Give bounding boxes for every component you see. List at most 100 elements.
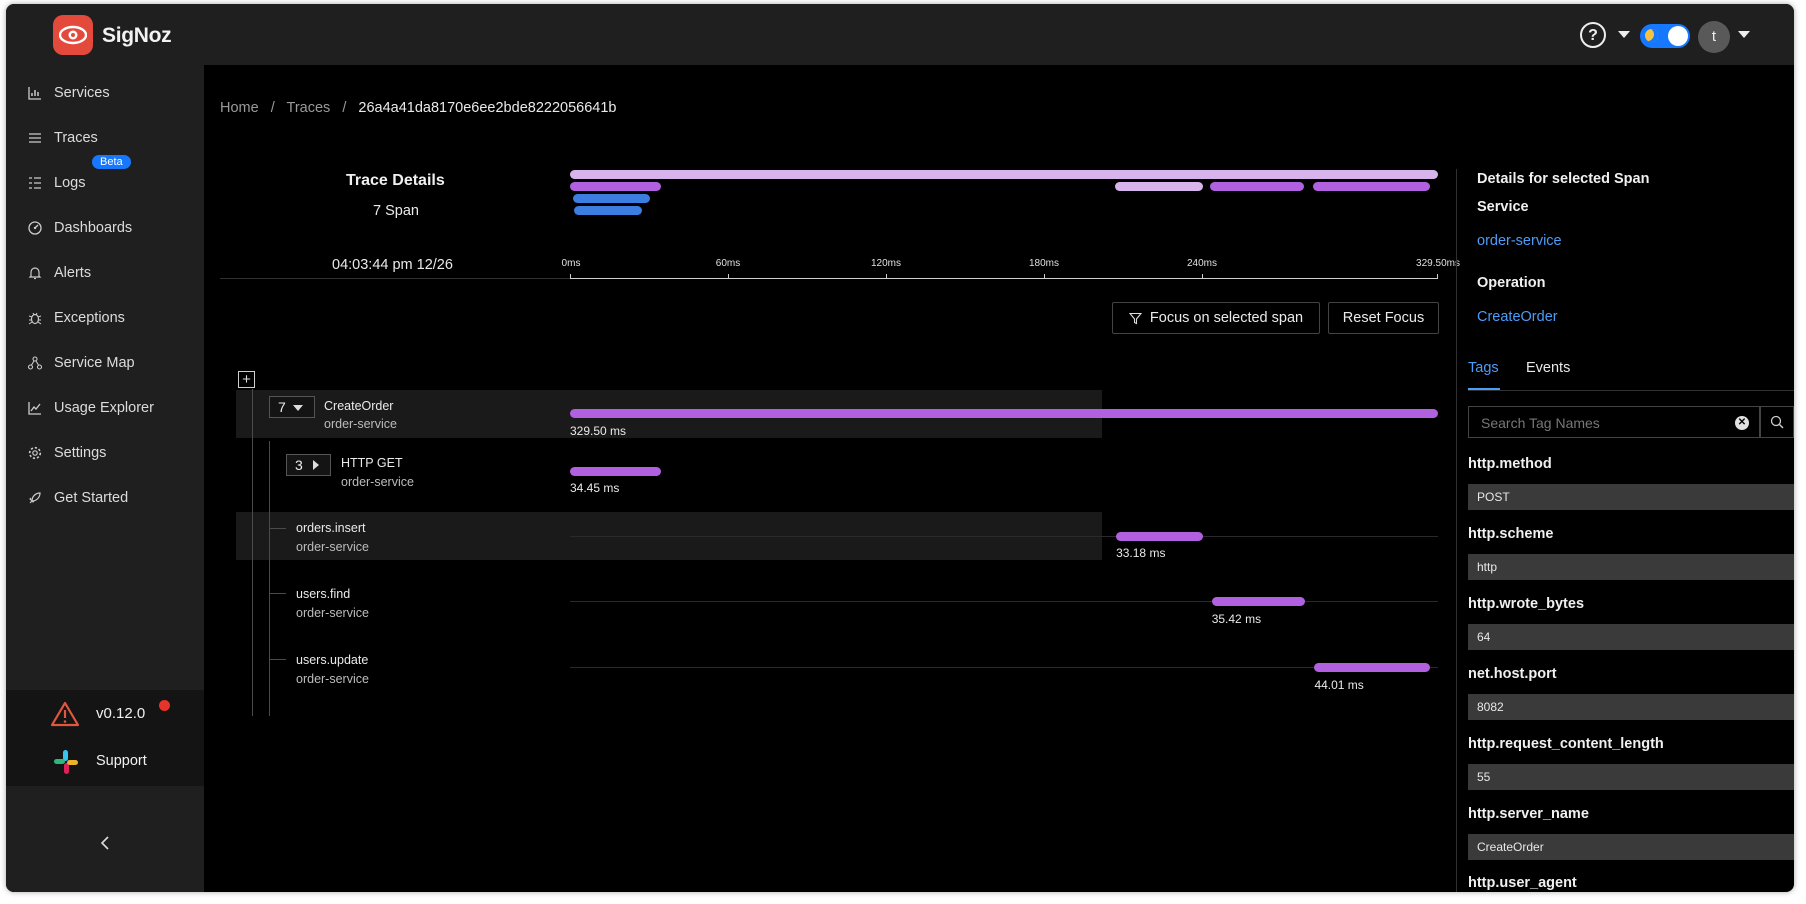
tabs-divider xyxy=(1468,390,1794,391)
help-icon[interactable]: ? xyxy=(1580,22,1606,48)
span-bar[interactable] xyxy=(570,467,661,476)
expand-all-plus-icon[interactable]: + xyxy=(238,371,255,388)
help-dropdown-caret-icon[interactable] xyxy=(1618,31,1630,38)
sidebar-item-label: Usage Explorer xyxy=(54,400,154,416)
sidebar-item-dashboards[interactable]: Dashboards xyxy=(6,210,204,246)
version-label: v0.12.0 xyxy=(96,705,146,722)
sidebar-item-traces[interactable]: Traces xyxy=(6,120,204,156)
beta-badge: Beta xyxy=(92,155,131,169)
mini-span-bar[interactable] xyxy=(1313,182,1430,191)
span-name[interactable]: HTTP GET xyxy=(341,456,403,470)
tag-value: CreateOrder xyxy=(1468,834,1794,860)
menu-icon xyxy=(29,133,41,143)
span-bar[interactable] xyxy=(1314,663,1431,672)
breadcrumb-home[interactable]: Home xyxy=(220,100,259,116)
span-children-toggle[interactable]: 3 xyxy=(286,454,331,476)
span-name[interactable]: CreateOrder xyxy=(324,399,394,413)
sidebar-item-label: Exceptions xyxy=(54,310,125,326)
collapse-chevron-left-icon[interactable] xyxy=(100,836,110,850)
tag-value: 64 xyxy=(1468,624,1794,650)
sidebar-item-label: Traces xyxy=(54,130,98,146)
sidebar-item-alerts[interactable]: Alerts xyxy=(6,255,204,291)
toggle-knob xyxy=(1668,26,1688,46)
tick-mark xyxy=(886,274,887,279)
rocket-icon xyxy=(29,492,41,504)
tab-events[interactable]: Events xyxy=(1526,360,1571,376)
divider xyxy=(220,278,578,279)
reset-button-label: Reset Focus xyxy=(1342,310,1425,326)
tick-mark xyxy=(1044,274,1045,279)
sidebar-item-label: Settings xyxy=(54,445,107,461)
sidebar: Services Traces Logs Beta Dashboards Ale… xyxy=(6,65,204,892)
line-chart-icon xyxy=(28,402,41,415)
tree-branch xyxy=(270,659,286,660)
bar-chart-icon xyxy=(28,87,41,100)
support-row[interactable]: Support xyxy=(6,738,204,786)
span-service: order-service xyxy=(296,606,369,620)
user-dropdown-caret-icon[interactable] xyxy=(1738,31,1750,38)
span-bar[interactable] xyxy=(1211,597,1305,606)
span-bar[interactable] xyxy=(570,409,1438,418)
signoz-logo-icon[interactable] xyxy=(53,15,93,55)
span-children-toggle[interactable]: 7 xyxy=(269,396,315,418)
trace-details-title: Trace Details xyxy=(346,172,445,189)
span-name[interactable]: users.find xyxy=(296,587,351,601)
sidebar-footer xyxy=(6,786,204,892)
sidebar-item-label: Logs xyxy=(54,175,86,191)
sidebar-item-label: Service Map xyxy=(54,355,135,371)
sidebar-item-get-started[interactable]: Get Started xyxy=(6,480,204,516)
tab-tags[interactable]: Tags xyxy=(1468,360,1499,376)
span-bar[interactable] xyxy=(1116,532,1204,541)
span-name[interactable]: orders.insert xyxy=(296,521,366,535)
span-duration: 44.01 ms xyxy=(1314,678,1364,692)
tick-label: 240ms xyxy=(1186,258,1218,269)
top-bar: SigNoz ? t xyxy=(6,4,1794,65)
avatar[interactable]: t xyxy=(1698,21,1730,53)
sidebar-item-logs[interactable]: Logs Beta xyxy=(6,155,204,201)
span-duration: 33.18 ms xyxy=(1116,546,1166,560)
search-button[interactable] xyxy=(1760,406,1794,438)
theme-toggle[interactable] xyxy=(1640,24,1690,48)
span-duration: 329.50 ms xyxy=(570,424,627,438)
child-count: 7 xyxy=(278,399,286,415)
tag-key: http.server_name xyxy=(1468,806,1589,822)
version-row[interactable]: v0.12.0 xyxy=(6,690,204,738)
tick-label: 0ms xyxy=(561,258,581,269)
search-icon xyxy=(1770,415,1784,429)
mini-span-bar[interactable] xyxy=(570,170,1438,179)
mini-span-bar[interactable] xyxy=(573,194,650,203)
child-count: 3 xyxy=(295,457,303,473)
operation-value-link[interactable]: CreateOrder xyxy=(1477,309,1558,325)
span-track xyxy=(570,536,1438,537)
tick-mark xyxy=(570,274,571,279)
brand-name[interactable]: SigNoz xyxy=(102,24,172,47)
active-tab-indicator xyxy=(1468,388,1500,390)
mini-span-bar[interactable] xyxy=(1115,182,1203,191)
tag-key: http.user_agent xyxy=(1468,875,1577,891)
sidebar-item-label: Services xyxy=(54,85,110,101)
mini-span-bar[interactable] xyxy=(570,182,661,191)
breadcrumb-traces[interactable]: Traces xyxy=(286,100,331,116)
reset-focus-button[interactable]: Reset Focus xyxy=(1328,302,1439,334)
sidebar-item-settings[interactable]: Settings xyxy=(6,435,204,471)
span-duration: 35.42 ms xyxy=(1211,612,1262,626)
tag-value: 8082 xyxy=(1468,694,1794,720)
focus-selected-span-button[interactable]: Focus on selected span xyxy=(1112,302,1320,334)
sidebar-item-service-map[interactable]: Service Map xyxy=(6,345,204,381)
service-value-link[interactable]: order-service xyxy=(1477,233,1562,249)
service-label: Service xyxy=(1477,199,1529,215)
update-dot xyxy=(159,700,170,711)
clear-icon[interactable]: ✕ xyxy=(1735,416,1749,430)
mini-span-bar[interactable] xyxy=(574,206,642,215)
tag-key: http.request_content_length xyxy=(1468,736,1664,752)
tag-search-input[interactable]: Search Tag Names ✕ xyxy=(1468,406,1760,438)
logs-icon xyxy=(29,177,41,189)
sidebar-item-exceptions[interactable]: Exceptions xyxy=(6,300,204,336)
mini-span-bar[interactable] xyxy=(1210,182,1304,191)
filter-icon xyxy=(1128,312,1142,324)
tag-value: POST xyxy=(1468,484,1794,510)
span-name[interactable]: users.update xyxy=(296,653,369,667)
sidebar-item-usage-explorer[interactable]: Usage Explorer xyxy=(6,390,204,426)
sidebar-item-services[interactable]: Services xyxy=(6,75,204,111)
tick-mark xyxy=(728,274,729,279)
